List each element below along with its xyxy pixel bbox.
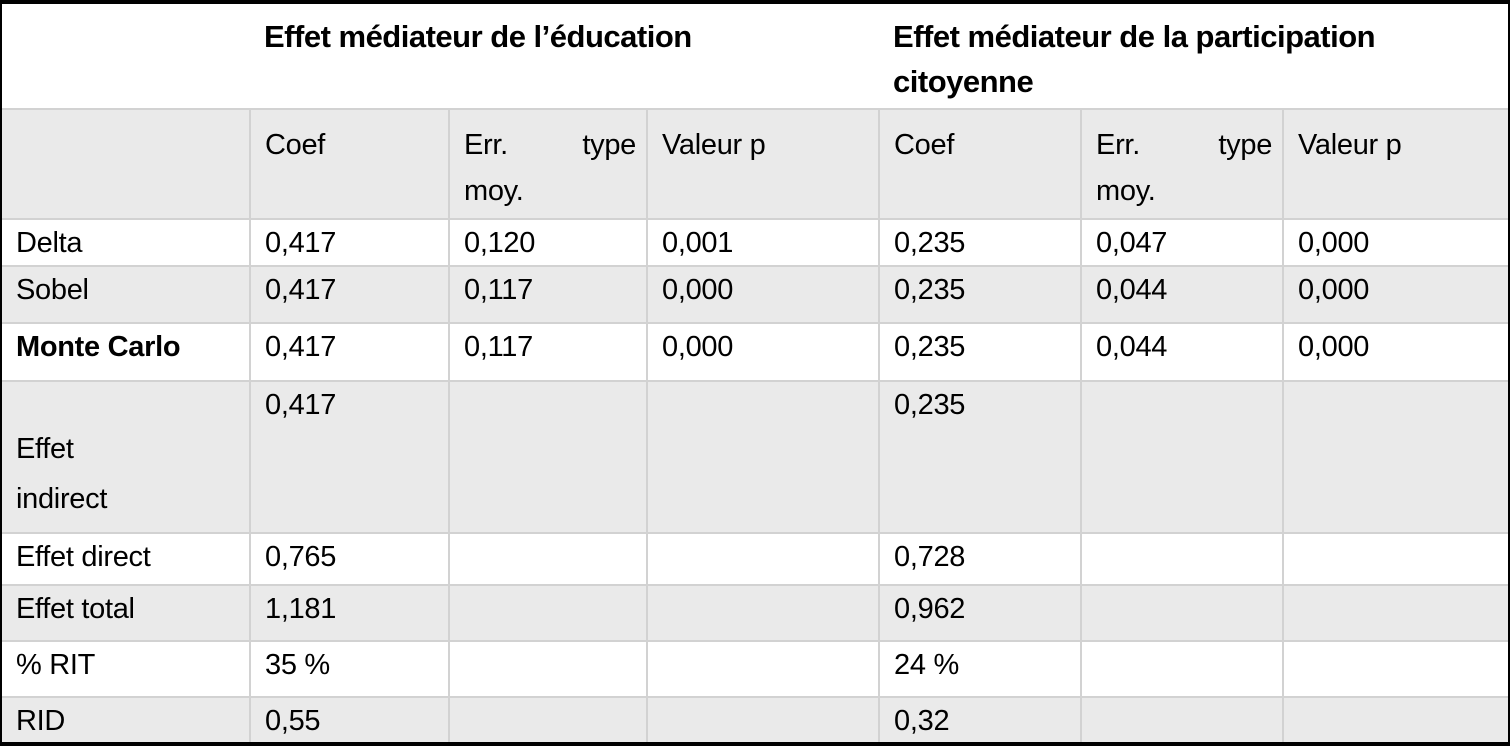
row-label: Delta bbox=[16, 227, 83, 259]
header-line: Effet médiateur de la participation bbox=[893, 19, 1376, 54]
table-row: Delta 0,417 0,120 0,001 0,235 0,047 0,00… bbox=[2, 218, 1508, 267]
value-cell: 0,000 bbox=[645, 265, 881, 324]
value-cell: 0,117 bbox=[448, 265, 648, 324]
value-cell: 0,047 bbox=[1080, 218, 1285, 267]
value-cell bbox=[448, 532, 648, 586]
value-cell bbox=[1282, 532, 1508, 586]
column-header-err-type-1: Err. type moy. bbox=[448, 108, 648, 220]
row-label-cell: Delta bbox=[2, 218, 251, 267]
header-line: Err. type bbox=[464, 129, 636, 161]
value-cell bbox=[448, 640, 648, 698]
row-label: Effet indirect bbox=[16, 433, 108, 515]
row-label-cell: Sobel bbox=[2, 265, 251, 324]
group-header-participation: Effet médiateur de la participation citoy… bbox=[879, 4, 1508, 110]
value-cell bbox=[1080, 696, 1285, 742]
column-header-row: Coef Err. type moy. Valeur p Coef Err. type… bbox=[2, 108, 1508, 220]
table-row: RID 0,55 0,32 bbox=[2, 696, 1508, 742]
column-header-coef-1: Coef bbox=[249, 108, 450, 220]
value-cell: 0,044 bbox=[1080, 322, 1285, 382]
header-line: Valeur p bbox=[1298, 129, 1402, 161]
column-header-empty-cell bbox=[2, 108, 251, 220]
row-label: RID bbox=[16, 705, 66, 737]
row-label: Effet direct bbox=[16, 541, 151, 573]
table-row: Effet direct 0,765 0,728 bbox=[2, 532, 1508, 586]
header-line: Err. type bbox=[1096, 129, 1273, 161]
row-label-cell: Effet indirect bbox=[2, 380, 251, 534]
value-cell bbox=[448, 380, 648, 534]
row-label: % RIT bbox=[16, 649, 96, 681]
value-cell bbox=[1282, 640, 1508, 698]
row-label-cell: % RIT bbox=[2, 640, 251, 698]
table-row: Sobel 0,417 0,117 0,000 0,235 0,044 0,00… bbox=[2, 265, 1508, 324]
value-cell: 0,417 bbox=[249, 322, 450, 382]
table-row: % RIT 35 % 24 % bbox=[2, 640, 1508, 698]
value-cell: 0,962 bbox=[878, 584, 1083, 642]
value-cell bbox=[448, 584, 648, 642]
header-line: Valeur p bbox=[662, 129, 766, 161]
column-header-valeur-p-2: Valeur p bbox=[1282, 108, 1508, 220]
value-cell: 0,32 bbox=[878, 696, 1083, 742]
value-cell bbox=[448, 696, 648, 742]
column-header-valeur-p-1: Valeur p bbox=[645, 108, 881, 220]
value-cell bbox=[645, 584, 881, 642]
value-cell: 0,417 bbox=[249, 218, 450, 267]
row-label: Monte Carlo bbox=[16, 331, 181, 363]
value-cell: 0,044 bbox=[1080, 265, 1285, 324]
value-cell: 0,001 bbox=[645, 218, 881, 267]
value-cell: 0,765 bbox=[249, 532, 450, 586]
group-header-empty-cell bbox=[2, 4, 250, 110]
group-header-row: Effet médiateur de l’éducation Effet méd… bbox=[2, 4, 1508, 110]
row-label-cell: RID bbox=[2, 696, 251, 742]
header-line: moy. bbox=[1096, 175, 1156, 207]
value-cell: 0,235 bbox=[878, 380, 1083, 534]
value-cell: 0,117 bbox=[448, 322, 648, 382]
row-label-cell: Effet total bbox=[2, 584, 251, 642]
row-label: Sobel bbox=[16, 274, 89, 306]
value-cell bbox=[1080, 532, 1285, 586]
value-cell: 0,000 bbox=[1282, 218, 1508, 267]
column-header-err-type-2: Err. type moy. bbox=[1080, 108, 1285, 220]
value-cell: 0,235 bbox=[878, 322, 1083, 382]
value-cell: 0,000 bbox=[1282, 322, 1508, 382]
group-header-participation-text: Effet médiateur de la participation citoy… bbox=[893, 14, 1500, 104]
value-cell bbox=[1282, 696, 1508, 742]
group-header-education: Effet médiateur de l’éducation bbox=[250, 4, 880, 110]
table-row: Monte Carlo 0,417 0,117 0,000 0,235 0,04… bbox=[2, 322, 1508, 382]
value-cell bbox=[1282, 380, 1508, 534]
header-line: Coef bbox=[265, 129, 326, 161]
value-cell: 0,417 bbox=[249, 265, 450, 324]
row-label-cell: Effet direct bbox=[2, 532, 251, 586]
value-cell bbox=[1080, 584, 1285, 642]
table-row: Effet indirect 0,417 0,235 bbox=[2, 380, 1508, 534]
value-cell bbox=[1080, 640, 1285, 698]
value-cell bbox=[1282, 584, 1508, 642]
value-cell: 0,417 bbox=[249, 380, 450, 534]
value-cell bbox=[645, 532, 881, 586]
group-header-education-text: Effet médiateur de l’éducation bbox=[264, 14, 871, 59]
row-label-cell: Monte Carlo bbox=[2, 322, 251, 382]
value-cell: 0,235 bbox=[878, 218, 1083, 267]
header-line: Coef bbox=[894, 129, 955, 161]
header-line: moy. bbox=[464, 175, 524, 207]
value-cell: 0,000 bbox=[1282, 265, 1508, 324]
value-cell: 0,728 bbox=[878, 532, 1083, 586]
value-cell bbox=[645, 380, 881, 534]
value-cell bbox=[1080, 380, 1285, 534]
row-label: Effet total bbox=[16, 593, 135, 625]
value-cell: 0,120 bbox=[448, 218, 648, 267]
value-cell: 0,000 bbox=[645, 322, 881, 382]
value-cell: 1,181 bbox=[249, 584, 450, 642]
value-cell bbox=[645, 696, 881, 742]
header-line: citoyenne bbox=[893, 64, 1034, 99]
table-row: Effet total 1,181 0,962 bbox=[2, 584, 1508, 642]
table: Effet médiateur de l’éducation Effet méd… bbox=[2, 4, 1508, 742]
column-header-coef-2: Coef bbox=[878, 108, 1083, 220]
header-line: Effet médiateur de l’éducation bbox=[264, 19, 692, 54]
value-cell: 0,55 bbox=[249, 696, 450, 742]
value-cell: 0,235 bbox=[878, 265, 1083, 324]
value-cell: 35 % bbox=[249, 640, 450, 698]
value-cell: 24 % bbox=[878, 640, 1083, 698]
value-cell bbox=[645, 640, 881, 698]
